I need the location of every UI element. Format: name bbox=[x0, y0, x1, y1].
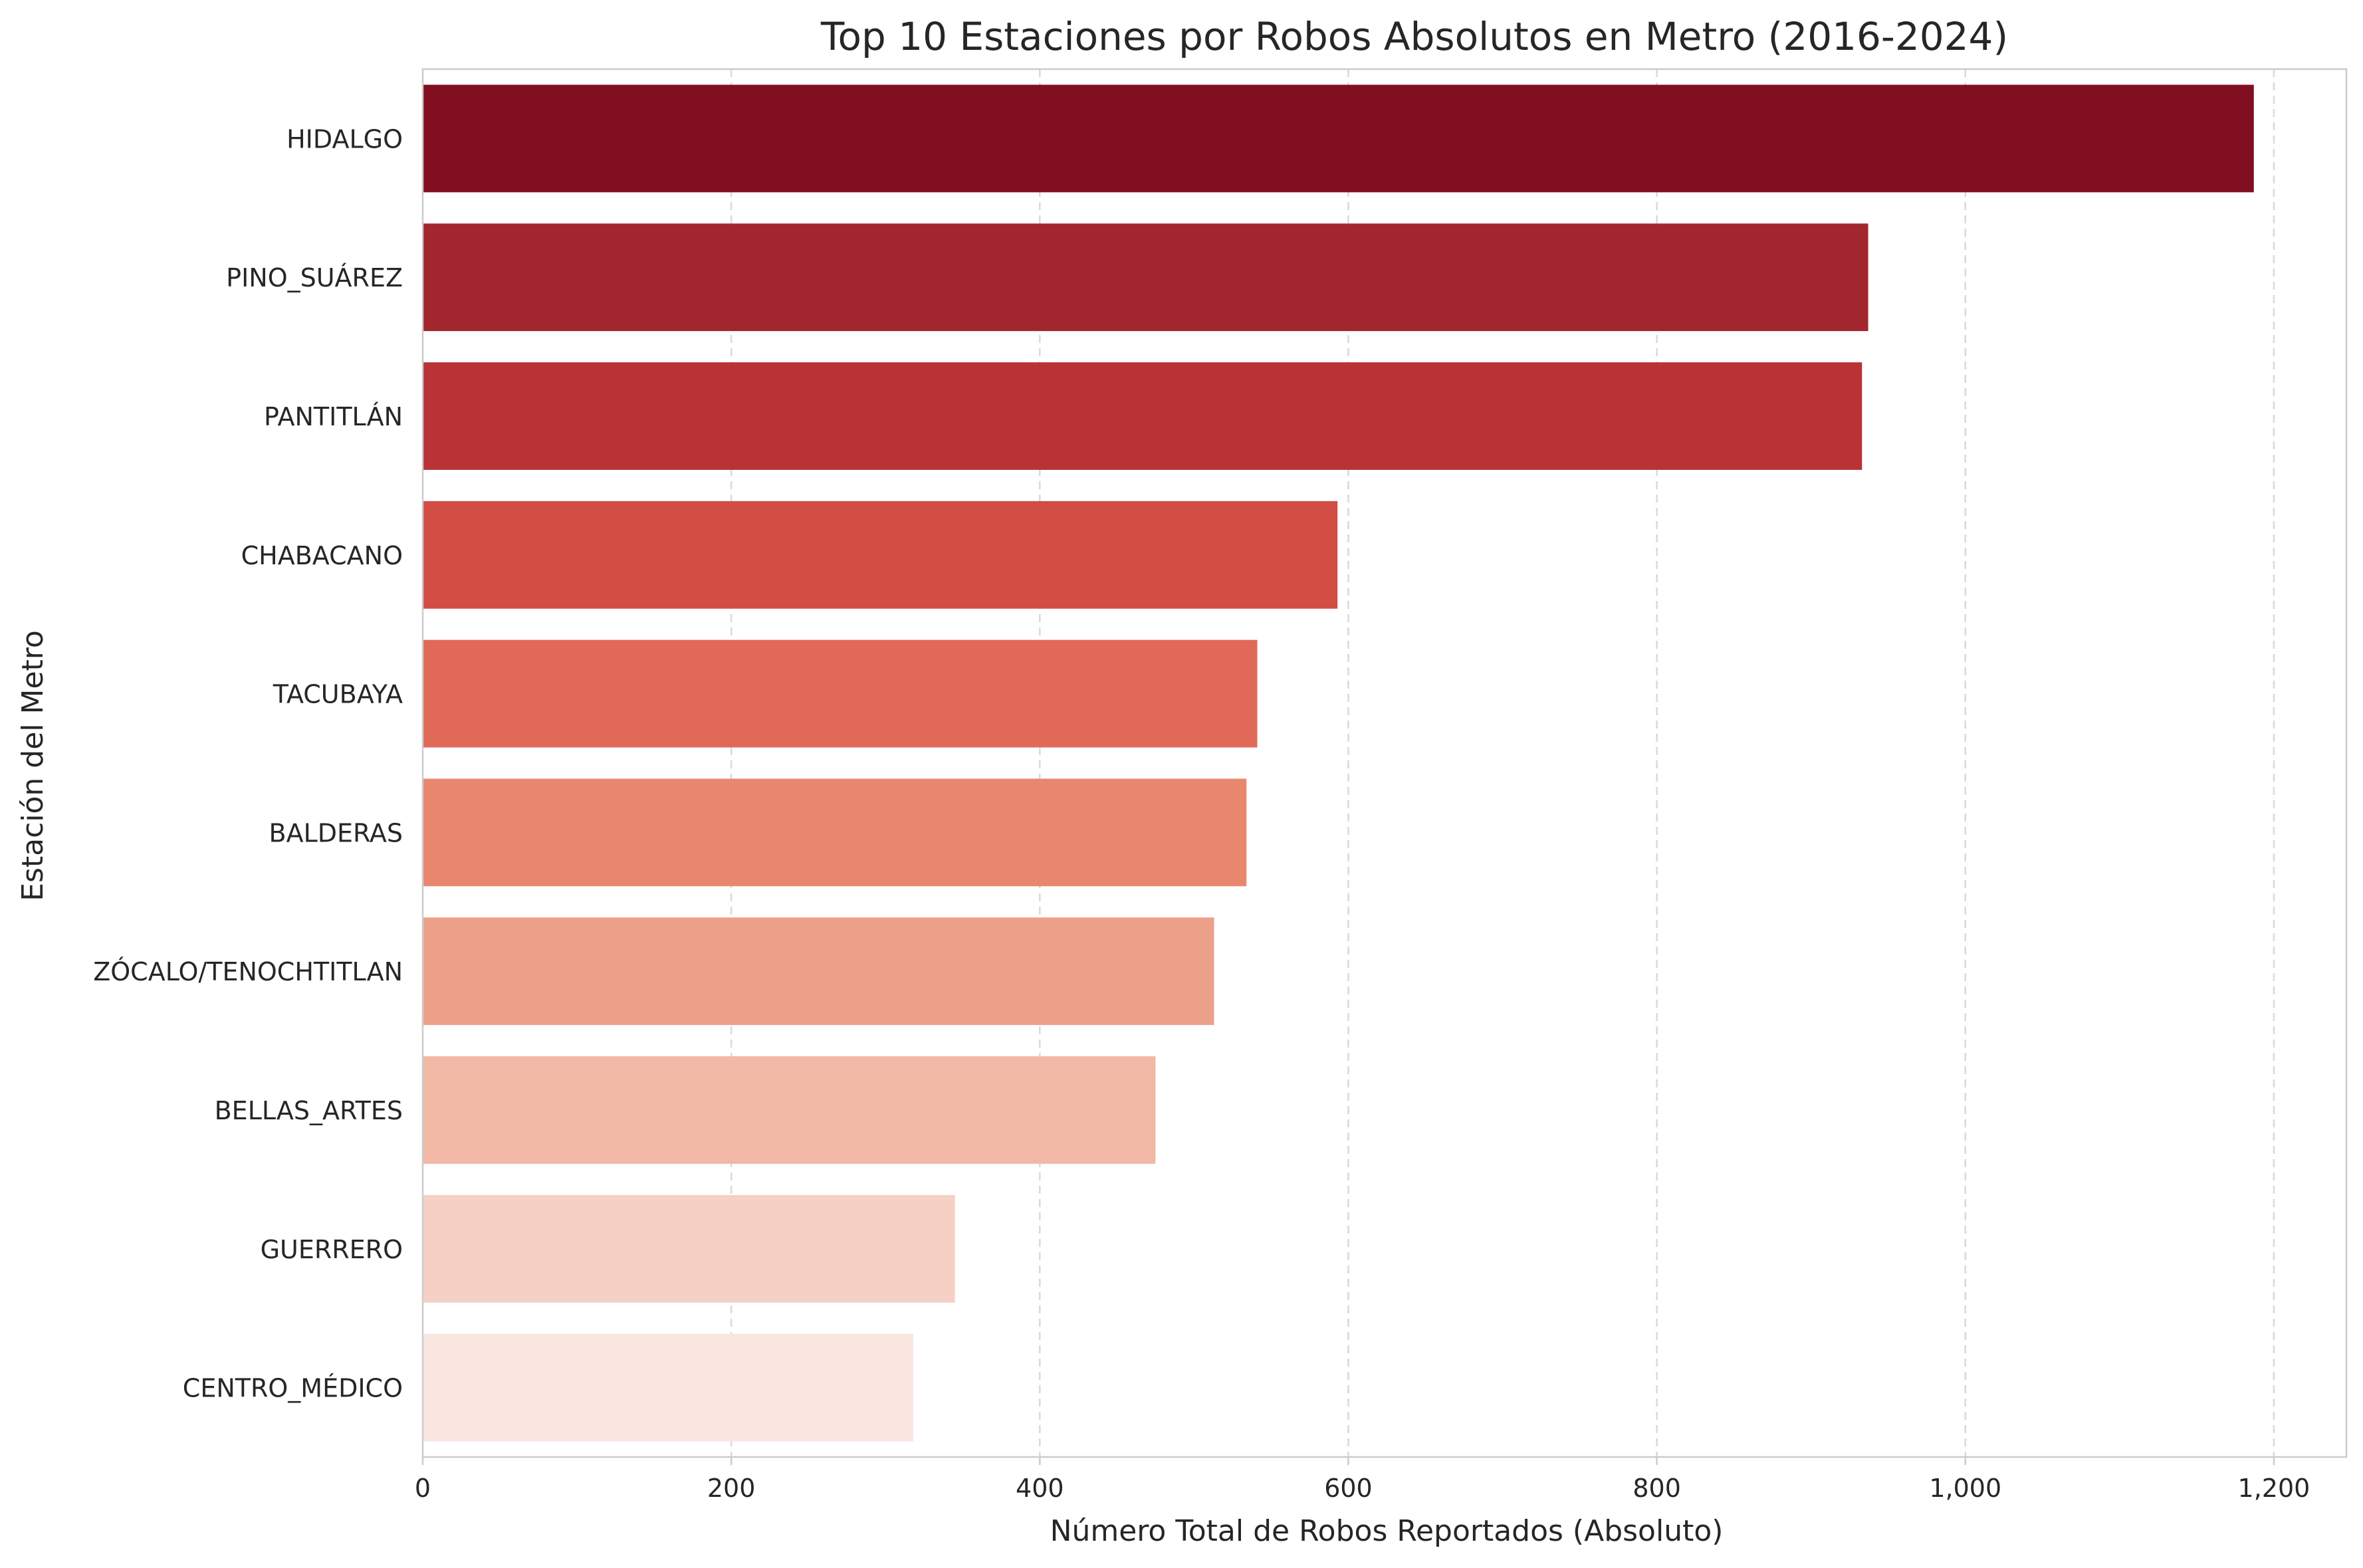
y-tick-label: CENTRO_MÉDICO bbox=[183, 1374, 403, 1403]
bar-bellas-artes bbox=[423, 1056, 1156, 1164]
bar-z-calo-tenochtitlan bbox=[423, 917, 1214, 1026]
x-axis-ticks: 0 200 400 600 800 1,000 1,200 bbox=[415, 1457, 2310, 1503]
x-tick-label: 800 bbox=[1632, 1474, 1681, 1503]
bar-centro-m-dico bbox=[423, 1333, 914, 1442]
y-axis-ticks: HIDALGO PINO_SUÁREZ PANTITLÁN CHABACANO TACU… bbox=[93, 124, 403, 1402]
y-axis-label: Estación del Metro bbox=[16, 630, 50, 901]
chart-title: Top 10 Estaciones por Robos Absolutos en… bbox=[820, 14, 2008, 59]
y-tick-label: TACUBAYA bbox=[273, 680, 403, 709]
y-tick-label: ZÓCALO/TENOCHTITLAN bbox=[93, 957, 403, 986]
y-tick-label: PINO_SUÁREZ bbox=[226, 263, 403, 292]
bar-tacubaya bbox=[423, 639, 1258, 748]
bar-guerrero bbox=[423, 1194, 955, 1303]
bar-pantitl-n bbox=[423, 362, 1862, 470]
y-tick-label: BELLAS_ARTES bbox=[215, 1096, 403, 1125]
bar-hidalgo bbox=[423, 84, 2254, 193]
x-tick-label: 400 bbox=[1016, 1474, 1064, 1503]
x-axis-label: Número Total de Robos Reportados (Absolu… bbox=[1050, 1514, 1724, 1548]
x-tick-label: 200 bbox=[707, 1474, 756, 1503]
y-tick-label: CHABACANO bbox=[241, 541, 403, 570]
bar-balderas bbox=[423, 778, 1247, 887]
x-tick-label: 600 bbox=[1324, 1474, 1373, 1503]
y-tick-label: BALDERAS bbox=[269, 818, 403, 847]
bars bbox=[423, 84, 2254, 1442]
x-tick-label: 1,200 bbox=[2238, 1474, 2310, 1503]
x-tick-label: 1,000 bbox=[1929, 1474, 2001, 1503]
y-tick-label: HIDALGO bbox=[286, 124, 403, 154]
y-tick-label: GUERRERO bbox=[261, 1235, 403, 1264]
bar-chabacano bbox=[423, 501, 1338, 609]
x-tick-label: 0 bbox=[415, 1474, 431, 1503]
bar-pino-su-rez bbox=[423, 223, 1868, 332]
plot-area-frame bbox=[421, 68, 2348, 1458]
y-tick-label: PANTITLÁN bbox=[264, 402, 403, 431]
